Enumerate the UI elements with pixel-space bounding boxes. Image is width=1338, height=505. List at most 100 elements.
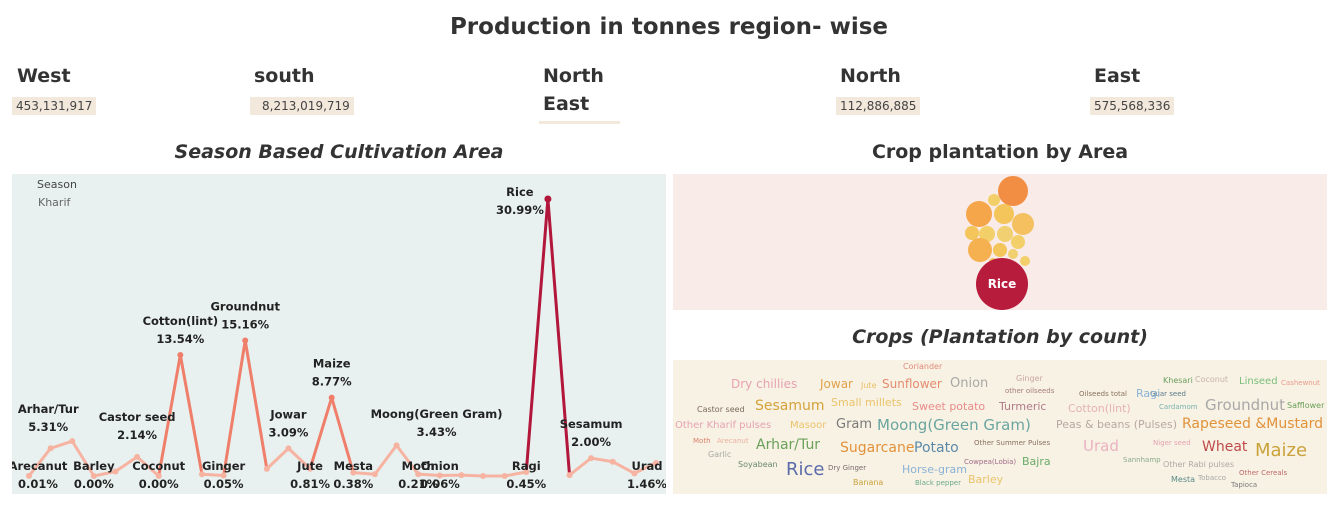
wordcloud-word[interactable]: Potato <box>914 440 959 456</box>
wordcloud-word[interactable]: Barley <box>968 473 1004 486</box>
wordcloud-word[interactable]: Groundnut <box>1205 396 1286 414</box>
bubble-small-6[interactable] <box>1011 235 1025 249</box>
season-point[interactable] <box>371 471 378 478</box>
crop-area-panel[interactable]: Rice <box>673 174 1327 310</box>
wordcloud-word[interactable]: Turmeric <box>999 400 1047 413</box>
wordcloud-word[interactable]: Garlic <box>708 450 732 459</box>
season-point[interactable] <box>134 453 141 460</box>
season-point[interactable] <box>69 438 76 445</box>
wordcloud-word[interactable]: Urad <box>1083 437 1119 455</box>
bubble-small-2[interactable] <box>965 226 979 240</box>
wordcloud-word[interactable]: Maize <box>1255 440 1308 461</box>
season-point[interactable] <box>350 469 357 476</box>
wordcloud-word[interactable]: Ragi <box>1136 387 1161 400</box>
wordcloud-word[interactable]: Other Summer Pulses <box>974 439 1051 447</box>
wordcloud-word[interactable]: Coriander <box>903 362 943 371</box>
wordcloud-word[interactable]: Ginger <box>1016 374 1043 383</box>
crop-area-bubble-chart[interactable]: Rice <box>673 174 1327 310</box>
wordcloud-word[interactable]: Sweet potato <box>912 400 986 413</box>
bubble-orange-2[interactable] <box>966 201 992 227</box>
season-legend-value[interactable]: Kharif <box>38 196 71 209</box>
wordcloud-word[interactable]: Linseed <box>1239 376 1278 387</box>
wordcloud-word[interactable]: Jowar <box>820 377 853 391</box>
season-point[interactable] <box>566 472 573 479</box>
season-point[interactable] <box>631 470 638 477</box>
season-point[interactable] <box>523 468 530 475</box>
season-point[interactable] <box>653 459 659 466</box>
wordcloud-word[interactable]: Cashewnut <box>1281 379 1320 387</box>
bubble-small-8[interactable] <box>1020 256 1030 266</box>
wordcloud-word[interactable]: Dry Ginger <box>828 464 867 472</box>
season-point[interactable] <box>393 442 400 449</box>
wordcloud-word[interactable]: Coconut <box>1195 375 1229 384</box>
bubble-small-1[interactable] <box>988 194 1000 206</box>
wordcloud-word[interactable]: Other Kharif pulses <box>675 420 772 431</box>
wordcloud-word[interactable]: other oilseeds <box>1005 387 1055 395</box>
wordcloud-word[interactable]: Sunflower <box>882 377 942 391</box>
wordcloud-word[interactable]: Guar seed <box>1150 390 1186 398</box>
bubble-small-3[interactable] <box>979 226 995 242</box>
wordcloud-word[interactable]: Dry chillies <box>731 377 798 391</box>
season-point[interactable] <box>177 351 184 358</box>
wordcloud-word[interactable]: Moth <box>693 437 711 445</box>
bubble-rice[interactable] <box>976 258 1028 310</box>
wordcloud-word[interactable]: Other Rabi pulses <box>1163 460 1235 469</box>
season-line-chart[interactable]: Arecanut 0.01% Arhar/Tur 5.31% Barley 0.00% Ca… <box>12 174 666 494</box>
wordcloud-word[interactable]: Cardamom <box>1159 403 1198 411</box>
season-point[interactable] <box>501 473 508 479</box>
wordcloud-word[interactable]: Moong(Green Gram) <box>877 416 1031 434</box>
wordcloud-word[interactable]: Safflower <box>1287 401 1325 410</box>
bubble-large-orange[interactable] <box>998 176 1028 206</box>
wordcloud-word[interactable]: Gram <box>836 417 873 432</box>
wordcloud-word[interactable]: Horse-gram <box>902 463 967 476</box>
wordcloud-word[interactable]: Sannhamp <box>1123 456 1161 464</box>
wordcloud-word[interactable]: Jute <box>861 381 877 390</box>
season-point[interactable] <box>198 471 205 478</box>
wordcloud-word[interactable]: Oilseeds total <box>1079 390 1127 398</box>
season-point[interactable] <box>307 465 314 472</box>
wordcloud-word[interactable]: Soyabean <box>738 460 778 469</box>
season-point[interactable] <box>112 468 119 475</box>
wordcloud-word[interactable]: Small millets <box>831 396 902 409</box>
bubble-yellow-2[interactable] <box>1012 213 1034 235</box>
wordcloud-word[interactable]: Tobacco <box>1198 474 1227 482</box>
season-point[interactable] <box>480 473 487 479</box>
wordcloud-word[interactable]: Black pepper <box>915 479 961 487</box>
bubble-small-7[interactable] <box>1008 249 1018 259</box>
crop-count-wordcloud[interactable]: Coriander Ginger Dry chillies Jowar Jute Sunf… <box>673 360 1327 494</box>
bubble-orange-3[interactable] <box>968 238 992 262</box>
season-point[interactable] <box>458 472 465 479</box>
bubble-small-4[interactable] <box>997 226 1013 242</box>
wordcloud-word[interactable]: Masoor <box>790 420 827 431</box>
season-point[interactable] <box>544 195 552 203</box>
wordcloud-word[interactable]: Tapioca <box>1231 481 1258 489</box>
season-chart-panel[interactable]: Season Kharif Arecanut 0.01% Arhar/Tur 5.31… <box>12 174 666 494</box>
wordcloud-word[interactable]: Arecanut <box>717 437 749 445</box>
wordcloud-word[interactable]: Rapeseed &Mustard <box>1182 416 1323 432</box>
season-point[interactable] <box>609 458 616 465</box>
bubble-yellow-1[interactable] <box>994 204 1014 224</box>
wordcloud-word[interactable]: Sugarcane <box>840 440 915 456</box>
wordcloud-word[interactable]: Banana <box>853 478 884 487</box>
season-point[interactable] <box>263 465 270 472</box>
season-point[interactable] <box>242 337 249 344</box>
wordcloud-word[interactable]: Arhar/Tur <box>756 437 821 453</box>
wordcloud-word[interactable]: Castor seed <box>697 405 745 414</box>
wordcloud-word[interactable]: Sesamum <box>755 398 825 414</box>
season-point[interactable] <box>26 472 32 479</box>
season-point[interactable] <box>220 472 227 479</box>
wordcloud-word[interactable]: Niger seed <box>1153 439 1191 447</box>
wordcloud-word[interactable]: Cotton(lint) <box>1068 402 1131 415</box>
wordcloud-word[interactable]: Khesari <box>1163 376 1193 385</box>
wordcloud-word[interactable]: Peas & beans (Pulses) <box>1056 418 1178 431</box>
season-point[interactable] <box>47 445 54 452</box>
season-point[interactable] <box>588 455 595 462</box>
bubble-small-5[interactable] <box>993 243 1007 257</box>
wordcloud-word[interactable]: Mesta <box>1171 475 1196 484</box>
wordcloud-word[interactable]: Onion <box>950 376 989 391</box>
wordcloud-word[interactable]: Cowpea(Lobia) <box>964 458 1017 466</box>
season-point[interactable] <box>90 473 97 479</box>
season-point[interactable] <box>415 471 422 478</box>
wordcloud-word[interactable]: Rice <box>786 459 825 480</box>
wordcloud-word[interactable]: Wheat <box>1202 439 1248 455</box>
